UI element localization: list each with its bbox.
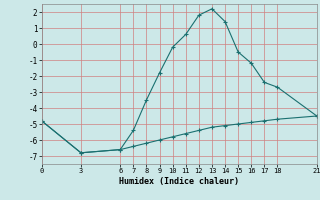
X-axis label: Humidex (Indice chaleur): Humidex (Indice chaleur) <box>119 177 239 186</box>
